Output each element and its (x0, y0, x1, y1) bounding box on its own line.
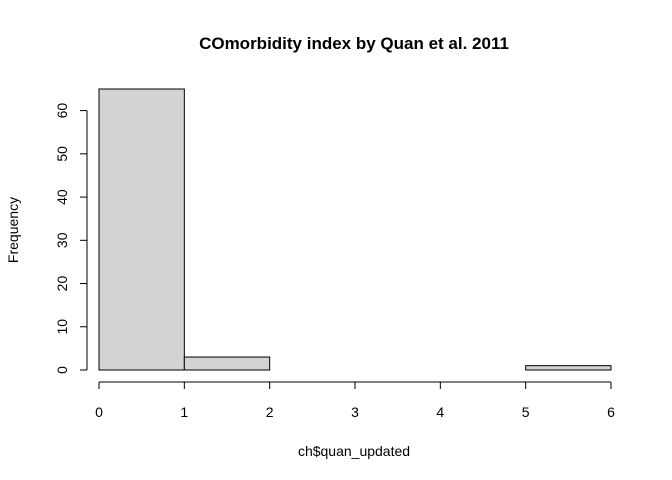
histogram-bar-1-2 (183, 356, 271, 371)
y-tick-label: 0 (54, 366, 70, 374)
x-tick-label: 0 (95, 404, 103, 420)
y-tick-label: 20 (54, 276, 70, 292)
chart-title: COmorbidity index by Quan et al. 2011 (199, 34, 509, 53)
y-tick-label: 40 (54, 189, 70, 205)
x-tick-label: 5 (522, 404, 530, 420)
x-tick-label: 6 (607, 404, 615, 420)
x-tick-label: 4 (436, 404, 444, 420)
y-tick-label: 30 (54, 232, 70, 248)
x-axis: 0 1 2 3 4 5 6 (95, 381, 615, 420)
y-tick-label: 50 (54, 146, 70, 162)
histogram-bar-0-1 (98, 88, 185, 371)
histogram-bars (98, 88, 612, 371)
x-axis-label: ch$quan_updated (298, 443, 410, 459)
x-tick-label: 3 (351, 404, 359, 420)
x-tick-label: 1 (180, 404, 188, 420)
y-tick-label: 10 (54, 319, 70, 335)
y-axis: 0 10 20 30 40 50 60 (54, 103, 88, 374)
y-axis-label: Frequency (5, 197, 21, 263)
x-tick-label: 2 (266, 404, 274, 420)
histogram-bar-5-6 (525, 365, 612, 371)
y-tick-label: 60 (54, 103, 70, 119)
